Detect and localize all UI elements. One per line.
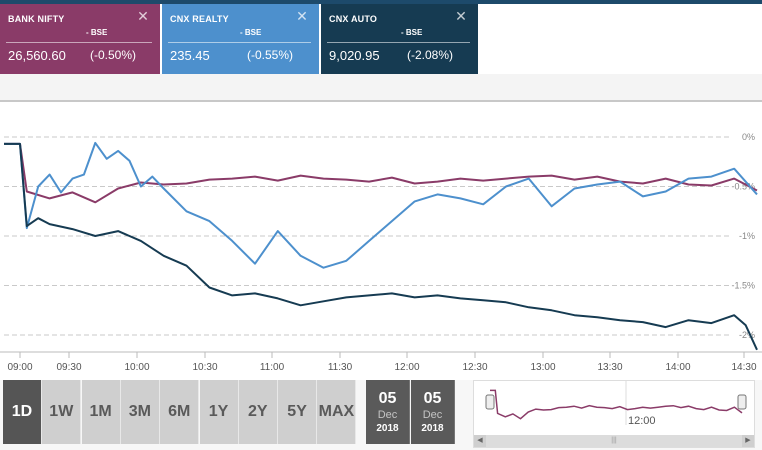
- card-divider: [6, 42, 152, 43]
- navigator-scrollbar[interactable]: ◀ ||| ▶: [474, 435, 754, 447]
- date-to-month: Dec: [422, 409, 443, 421]
- x-tick-label: 13:30: [597, 362, 622, 373]
- navigator-right-handle[interactable]: [737, 394, 747, 410]
- navigator[interactable]: 12:00 ◀ ||| ▶: [473, 380, 755, 448]
- close-icon[interactable]: ✕: [296, 8, 308, 24]
- date-from-day: 05: [378, 390, 397, 407]
- x-tick-label: 11:00: [260, 362, 285, 373]
- x-tick-label: 11:30: [328, 362, 353, 373]
- x-tick-label: 09:00: [7, 362, 32, 373]
- series-line-cnx-realty: [4, 141, 758, 269]
- exchange-label: - BSE: [401, 28, 423, 37]
- y-tick-label: 0%: [742, 132, 755, 142]
- range-button-max[interactable]: MAX: [317, 380, 357, 444]
- range-button-5y[interactable]: 5Y: [278, 380, 318, 444]
- navigator-time-label: 12:00: [628, 415, 656, 427]
- range-button-6m[interactable]: 6M: [160, 380, 200, 444]
- x-tick-label: 14:30: [731, 362, 756, 373]
- y-tick-label: -1%: [739, 231, 755, 241]
- navigator-svg[interactable]: 12:00: [474, 381, 754, 437]
- index-card-cnx-auto[interactable]: CNX AUTO - BSE ✕ 9,020.95 (-2.08%): [321, 4, 478, 74]
- series-line-cnx-auto: [4, 142, 758, 351]
- index-value: 235.45: [170, 48, 210, 63]
- exchange-label: - BSE: [240, 28, 262, 37]
- date-to-year: 2018: [421, 423, 444, 434]
- y-tick-label: -2%: [739, 330, 755, 340]
- top-accent-bar: [0, 0, 762, 4]
- range-button-3m[interactable]: 3M: [120, 380, 160, 444]
- close-icon[interactable]: ✕: [455, 8, 467, 24]
- x-tick-label: 13:00: [530, 362, 555, 373]
- scroll-grip-icon[interactable]: |||: [611, 437, 617, 444]
- series-line-bank-nifty: [4, 142, 758, 204]
- index-value: 9,020.95: [329, 48, 380, 63]
- scroll-left-icon[interactable]: ◀: [474, 435, 486, 447]
- navigator-series-line: [490, 389, 743, 420]
- index-card-bank-nifty[interactable]: BANK NIFTY - BSE ✕ 26,560.60 (-0.50%): [0, 4, 160, 74]
- close-icon[interactable]: ✕: [137, 8, 149, 24]
- line-chart[interactable]: 0% -0.5% -1% -1.5% -2% 09:00 09:30 10:00 10:30 11…: [0, 102, 762, 380]
- date-to-day: 05: [423, 390, 442, 407]
- range-button-2y[interactable]: 2Y: [238, 380, 278, 444]
- card-divider: [327, 42, 470, 43]
- index-name: CNX AUTO: [329, 14, 378, 24]
- range-button-1d[interactable]: 1D: [3, 380, 42, 444]
- date-from[interactable]: 05 Dec 2018: [366, 380, 410, 444]
- x-tick-label: 12:00: [394, 362, 419, 373]
- index-card-cnx-realty[interactable]: CNX REALTY - BSE ✕ 235.45 (-0.55%): [162, 4, 319, 74]
- card-divider: [168, 42, 311, 43]
- date-to[interactable]: 05 Dec 2018: [411, 380, 455, 444]
- index-change: (-0.55%): [247, 48, 294, 62]
- x-tick-label: 14:00: [665, 362, 690, 373]
- toolbar-strip: [0, 74, 762, 102]
- date-from-year: 2018: [376, 423, 399, 434]
- x-tick-label: 09:30: [56, 362, 81, 373]
- date-from-month: Dec: [377, 409, 398, 421]
- navigator-left-handle[interactable]: [485, 394, 495, 410]
- index-change: (-2.08%): [407, 48, 454, 62]
- exchange-label: - BSE: [86, 28, 108, 37]
- index-name: CNX REALTY: [170, 14, 229, 24]
- y-tick-label: -1.5%: [731, 281, 755, 291]
- x-tick-label: 10:00: [124, 362, 149, 373]
- y-tick-label: -0.5%: [731, 182, 755, 192]
- index-value: 26,560.60: [8, 48, 66, 63]
- index-change: (-0.50%): [90, 48, 137, 62]
- x-tick-label: 12:30: [462, 362, 487, 373]
- index-name: BANK NIFTY: [8, 14, 65, 24]
- x-tick-label: 10:30: [192, 362, 217, 373]
- range-button-1w[interactable]: 1W: [42, 380, 82, 444]
- scroll-right-icon[interactable]: ▶: [742, 435, 754, 447]
- range-button-1y[interactable]: 1Y: [199, 380, 239, 444]
- chart-svg[interactable]: 0% -0.5% -1% -1.5% -2% 09:00 09:30 10:00 10:30 11…: [0, 102, 762, 380]
- range-selector-bar: 1D 1W 1M 3M 6M 1Y 2Y 5Y MAX 05 Dec 2018 05 Dec 2…: [0, 380, 762, 450]
- range-button-1m[interactable]: 1M: [81, 380, 121, 444]
